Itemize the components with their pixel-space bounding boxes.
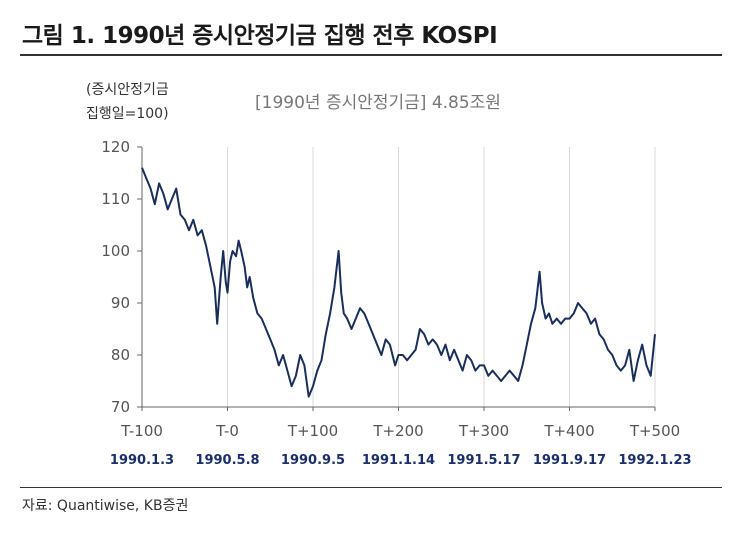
series-lines: [141, 167, 656, 398]
y-axis-label: (증시안정기금 집행일=100): [86, 78, 169, 126]
chart-annotation: [1990년 증시안정기금] 4.85조원: [255, 93, 501, 113]
top-divider: [20, 54, 722, 56]
source-note: 자료: Quantiwise, KB증권: [22, 498, 189, 514]
y-tick-label: 110: [101, 190, 130, 208]
y-tick-label: 100: [101, 242, 130, 260]
y-tick-label: 90: [111, 294, 130, 312]
x-tick-label: T-100: [120, 422, 163, 440]
kospi-series-line: [141, 167, 656, 398]
y-axis-label-line-2: 집행일=100): [86, 106, 169, 122]
grid-lines: [227, 147, 656, 407]
x-date-label: 1990.9.5: [281, 453, 345, 468]
x-date-labels: 1990.1.3 1990.5.8 1990.9.5 1991.1.14 1991.5.…: [110, 453, 692, 468]
y-tick-labels: 70 80 90 100 110 120: [101, 138, 130, 416]
x-date-label: 1990.1.3: [110, 453, 174, 468]
x-date-label: 1992.1.23: [618, 453, 691, 468]
x-tick-label: T+500: [629, 422, 680, 440]
x-tick-label: T+200: [372, 422, 423, 440]
x-tick-label: T+400: [543, 422, 594, 440]
x-date-label: 1991.9.17: [533, 453, 606, 468]
x-date-label: 1991.5.17: [447, 453, 520, 468]
x-tick-label: T-0: [215, 422, 239, 440]
y-tick-label: 120: [101, 138, 130, 156]
x-tick-label: T+300: [458, 422, 509, 440]
bottom-divider: [20, 487, 722, 488]
y-tick-label: 80: [111, 346, 130, 364]
x-tick-labels: T-100 T-0 T+100 T+200 T+300 T+400 T+500: [120, 422, 680, 440]
x-date-label: 1990.5.8: [195, 453, 259, 468]
y-axis-label-line-1: (증시안정기금: [86, 82, 169, 98]
x-date-label: 1991.1.14: [362, 453, 435, 468]
chart-title: 그림 1. 1990년 증시안정기금 집행 전후 KOSPI: [22, 23, 498, 49]
y-tick-label: 70: [111, 398, 130, 416]
x-tick-label: T+100: [287, 422, 338, 440]
axes: [137, 146, 656, 411]
